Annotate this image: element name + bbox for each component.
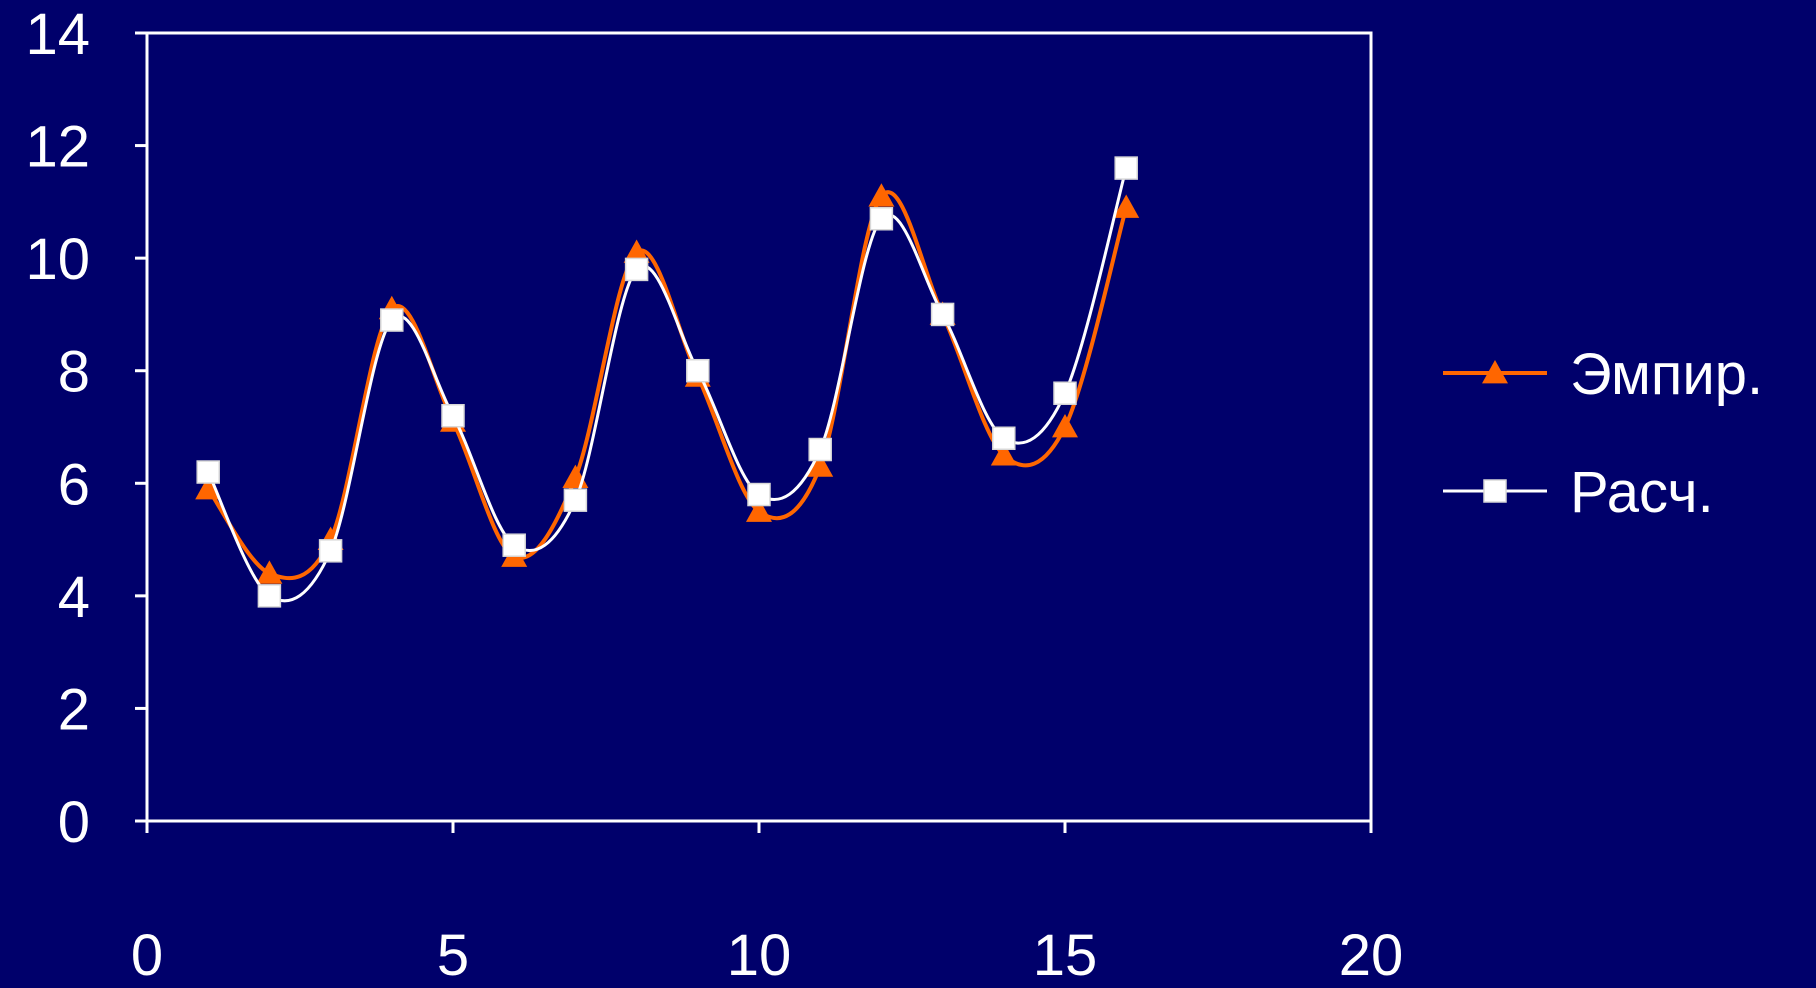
axes: 0 2 4 6 8 10 12 14 0 5 10 15 20 <box>25 2 1404 988</box>
plot-area <box>145 31 1373 823</box>
legend: Эмпир. Расч. <box>1443 342 1763 525</box>
series-line <box>206 190 1129 581</box>
legend-item: Расч. <box>1443 460 1714 525</box>
y-tick-label: 12 <box>25 115 90 180</box>
data-point <box>992 426 1016 451</box>
y-tick-label: 14 <box>25 2 90 67</box>
data-point <box>1053 381 1077 405</box>
data-point <box>868 183 895 207</box>
data-point <box>1052 414 1078 438</box>
y-tick-label: 8 <box>58 340 90 405</box>
legend-marker <box>1482 360 1508 384</box>
data-point <box>686 358 710 383</box>
data-point <box>807 453 834 477</box>
legend-label: Расч. <box>1570 460 1714 525</box>
data-point <box>746 498 772 522</box>
data-point <box>195 475 222 500</box>
data-point <box>380 308 404 332</box>
data-point <box>256 560 283 584</box>
legend-marker <box>1483 479 1507 503</box>
series-empirical <box>195 183 1140 584</box>
y-tick-label: 10 <box>25 227 90 292</box>
series-layer <box>195 156 1140 608</box>
series-calculated <box>196 156 1138 608</box>
legend-item: Эмпир. <box>1443 342 1763 407</box>
data-point <box>869 206 894 231</box>
series-line <box>206 167 1128 603</box>
y-tick-label: 2 <box>58 677 90 742</box>
data-point <box>1113 194 1140 218</box>
data-point <box>623 239 650 263</box>
data-point <box>318 539 343 563</box>
y-tick-label: 4 <box>58 565 90 630</box>
data-point <box>257 584 282 608</box>
data-point <box>990 442 1017 466</box>
data-point <box>747 482 771 507</box>
x-tick-label: 20 <box>1339 923 1404 983</box>
data-point <box>502 533 526 557</box>
data-point <box>930 302 955 327</box>
x-tick-label: 5 <box>437 923 469 983</box>
data-point <box>808 437 832 462</box>
data-point <box>441 403 465 428</box>
data-point <box>563 488 588 512</box>
data-point <box>196 460 220 484</box>
legend-label: Эмпир. <box>1570 342 1763 407</box>
x-tick-label: 10 <box>727 923 792 983</box>
x-tick-label: 15 <box>1033 923 1098 983</box>
y-tick-label: 0 <box>58 790 90 855</box>
data-point <box>1114 156 1138 180</box>
x-tick-label: 0 <box>131 923 163 983</box>
data-point <box>624 257 649 282</box>
y-tick-label: 6 <box>58 452 90 517</box>
